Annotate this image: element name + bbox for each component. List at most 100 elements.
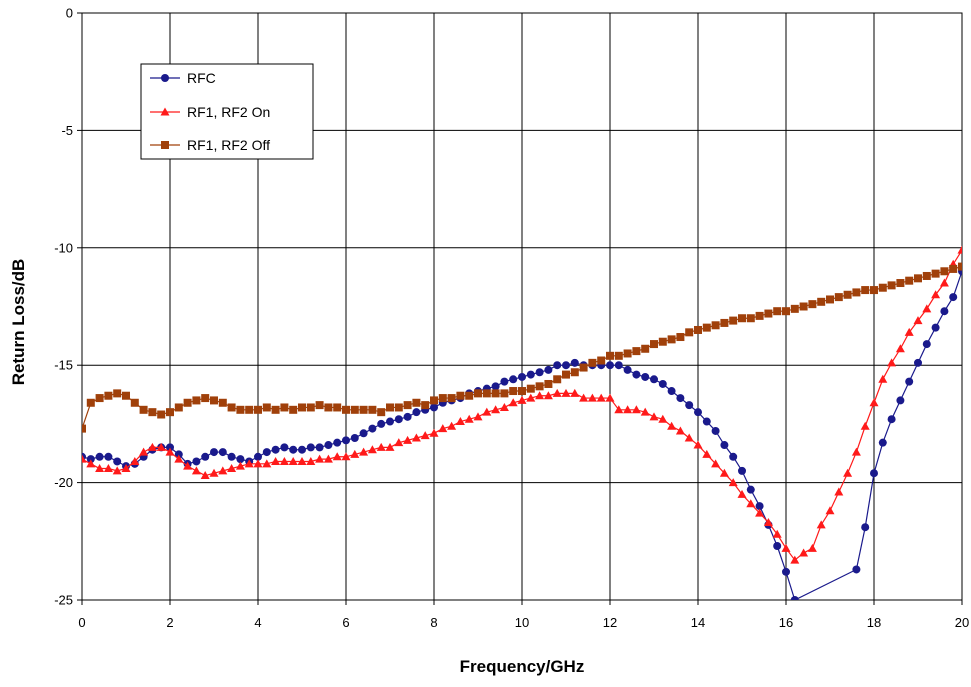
y-tick-label--20: -20 — [54, 475, 73, 490]
data-point-rfc-28 — [324, 441, 332, 449]
data-point-rfc-89 — [914, 359, 922, 367]
data-point-rf-off-32 — [360, 406, 368, 414]
data-point-rf-off-78 — [764, 310, 772, 318]
data-point-rfc-33 — [368, 425, 376, 433]
data-point-rfc-16 — [219, 448, 227, 456]
data-point-rf-off-81 — [791, 305, 799, 313]
data-point-rfc-88 — [905, 378, 913, 386]
data-point-rf-off-23 — [280, 403, 288, 411]
data-point-rfc-24 — [289, 446, 297, 454]
data-point-rf-off-72 — [712, 321, 720, 329]
data-point-rf-off-37 — [404, 401, 412, 409]
data-point-rfc-22 — [272, 446, 280, 454]
data-point-rf-off-9 — [157, 411, 165, 419]
x-tick-label-12: 12 — [603, 615, 617, 630]
data-point-rf-off-93 — [896, 279, 904, 287]
data-point-rf-off-10 — [166, 408, 174, 416]
data-point-rf-off-27 — [316, 401, 324, 409]
legend-label-rf-off: RF1, RF2 Off — [187, 137, 270, 153]
x-tick-label-4: 4 — [254, 615, 261, 630]
data-point-rf-off-53 — [544, 380, 552, 388]
data-point-rfc-31 — [351, 434, 359, 442]
data-point-rf-off-42 — [448, 394, 456, 402]
data-point-rfc-15 — [210, 448, 218, 456]
data-point-rf-off-18 — [236, 406, 244, 414]
data-point-rfc-4 — [113, 457, 121, 465]
data-point-rf-off-99 — [949, 265, 957, 273]
data-point-rfc-47 — [492, 382, 500, 390]
data-point-rfc-30 — [342, 436, 350, 444]
data-point-rf-off-20 — [254, 406, 262, 414]
legend-label-rf-on: RF1, RF2 On — [187, 104, 270, 120]
data-point-rfc-93 — [949, 293, 957, 301]
data-point-rf-off-17 — [228, 403, 236, 411]
y-tick-label--10: -10 — [54, 240, 73, 255]
data-point-rf-off-50 — [518, 387, 526, 395]
data-point-rfc-2 — [96, 453, 104, 461]
data-point-rfc-21 — [263, 448, 271, 456]
data-point-rf-off-1 — [87, 399, 95, 407]
data-point-rf-off-22 — [272, 406, 280, 414]
x-tick-label-16: 16 — [779, 615, 793, 630]
data-point-rf-off-29 — [333, 403, 341, 411]
data-point-rfc-37 — [404, 413, 412, 421]
data-point-rf-off-84 — [817, 298, 825, 306]
data-point-rf-off-8 — [148, 408, 156, 416]
y-tick-label-0: 0 — [66, 6, 73, 21]
data-point-rfc-29 — [333, 439, 341, 447]
data-point-rf-off-25 — [298, 403, 306, 411]
data-point-rf-off-30 — [342, 406, 350, 414]
data-point-rf-off-15 — [210, 396, 218, 404]
data-point-rfc-79 — [773, 542, 781, 550]
x-tick-label-18: 18 — [867, 615, 881, 630]
data-point-rfc-86 — [888, 415, 896, 423]
x-tick-label-6: 6 — [342, 615, 349, 630]
data-point-rf-off-91 — [879, 284, 887, 292]
data-point-rf-off-90 — [870, 286, 878, 294]
data-point-rf-off-5 — [122, 392, 130, 400]
data-point-rf-off-85 — [826, 295, 834, 303]
data-point-rf-off-54 — [553, 375, 561, 383]
data-point-rfc-53 — [544, 366, 552, 374]
data-point-rf-off-95 — [914, 274, 922, 282]
data-point-rf-off-28 — [324, 403, 332, 411]
data-point-rfc-82 — [852, 565, 860, 573]
data-point-rfc-83 — [861, 523, 869, 531]
data-point-rf-off-79 — [773, 307, 781, 315]
data-point-rf-off-56 — [571, 368, 579, 376]
data-point-rf-off-87 — [844, 291, 852, 299]
data-point-rf-off-51 — [527, 385, 535, 393]
data-point-rfc-34 — [377, 420, 385, 428]
data-point-rf-off-88 — [852, 288, 860, 296]
data-point-rf-off-75 — [738, 314, 746, 322]
data-point-rf-off-74 — [729, 317, 737, 325]
data-point-rf-off-44 — [465, 392, 473, 400]
data-point-rfc-61 — [615, 361, 623, 369]
data-point-rf-off-60 — [606, 352, 614, 360]
data-point-rf-off-13 — [192, 396, 200, 404]
data-point-rf-off-71 — [703, 324, 711, 332]
x-axis-title: Frequency/GHz — [460, 657, 585, 676]
data-point-rf-off-26 — [307, 403, 315, 411]
data-point-rf-off-41 — [439, 394, 447, 402]
data-point-rf-off-0 — [78, 425, 86, 433]
data-point-rf-off-77 — [756, 312, 764, 320]
data-point-rfc-50 — [518, 373, 526, 381]
data-point-rf-off-73 — [720, 319, 728, 327]
data-point-rfc-48 — [500, 378, 508, 386]
data-point-rf-off-92 — [888, 281, 896, 289]
x-tick-label-14: 14 — [691, 615, 705, 630]
data-point-rf-off-21 — [263, 403, 271, 411]
data-point-rfc-76 — [747, 486, 755, 494]
y-tick-label--5: -5 — [61, 123, 73, 138]
x-tick-label-2: 2 — [166, 615, 173, 630]
data-point-rfc-68 — [676, 394, 684, 402]
data-point-rf-off-68 — [676, 333, 684, 341]
x-tick-label-8: 8 — [430, 615, 437, 630]
data-point-rf-off-48 — [500, 389, 508, 397]
data-point-rf-off-6 — [131, 399, 139, 407]
data-point-rf-off-16 — [219, 399, 227, 407]
data-point-rfc-90 — [923, 340, 931, 348]
data-point-rf-off-69 — [685, 328, 693, 336]
